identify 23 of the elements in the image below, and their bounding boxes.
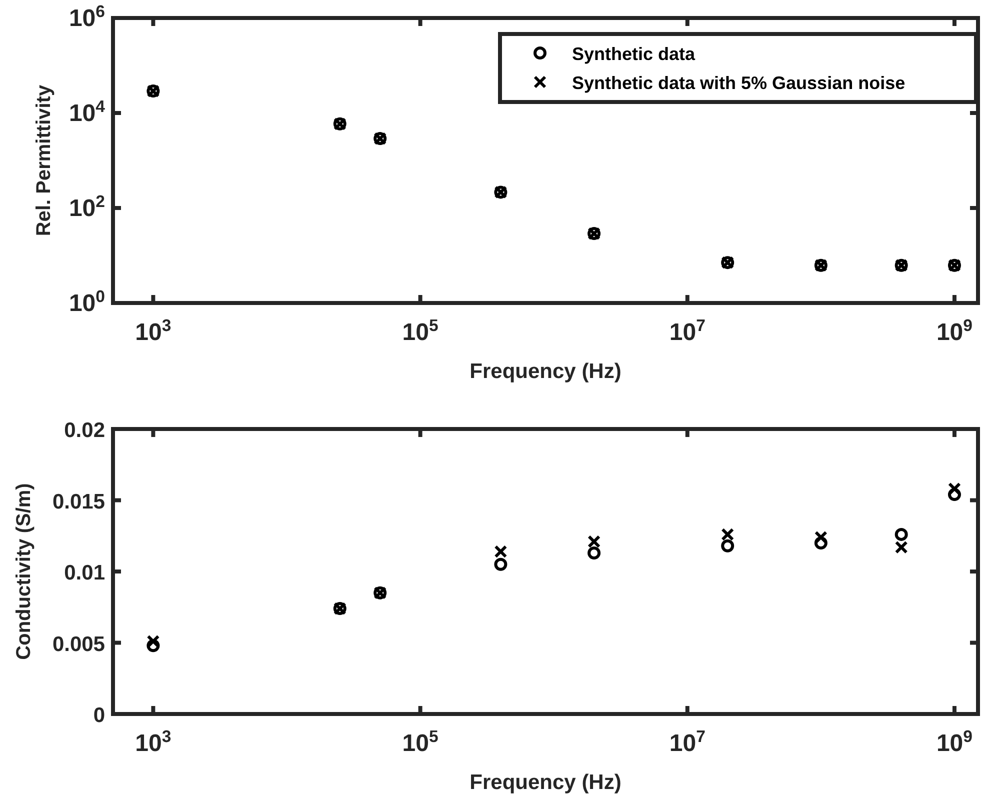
y-tick-label: 10$^{2}$ (68, 192, 105, 222)
x-tick-label: 10$^{5}$ (402, 726, 438, 757)
y-tick-label: 0.005 (52, 632, 106, 656)
x-tick-label: 10$^{9}$ (936, 726, 973, 757)
y-tick-label: 0.015 (52, 490, 106, 514)
legend-label: Synthetic data (572, 44, 696, 64)
x-tick-label: 10$^{3}$ (135, 316, 172, 346)
y-tick-label: 0.02 (64, 419, 105, 442)
y-tick-label: 10$^{6}$ (68, 2, 105, 32)
y-tick-label: 0.01 (64, 562, 106, 584)
x-tick-label: 10$^{7}$ (669, 726, 706, 757)
x-tick-label: 10$^{7}$ (669, 316, 706, 346)
x-tick-label: 10$^{3}$ (135, 726, 172, 757)
x-axis-title: Frequency (Hz) (470, 360, 622, 383)
y-axis-title: Rel. Permittivity (33, 84, 55, 236)
y-tick-label: 10$^{4}$ (68, 96, 106, 127)
y-tick-label: 10$^{0}$ (68, 286, 105, 317)
x-tick-label: 10$^{5}$ (402, 316, 438, 346)
x-axis-title: Frequency (Hz) (470, 771, 622, 794)
legend-label: Synthetic data with 5% Gaussian noise (572, 73, 906, 93)
y-tick-label: 0 (93, 704, 105, 727)
y-axis-title: Conductivity (S/m) (13, 483, 35, 660)
x-tick-label: 10$^{9}$ (936, 316, 973, 346)
